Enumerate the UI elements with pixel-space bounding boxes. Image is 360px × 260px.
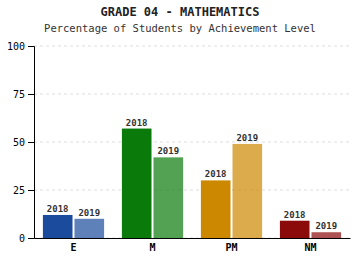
bar-label: 2018 (47, 204, 69, 214)
y-tick-mark (28, 94, 34, 95)
bar (280, 221, 310, 238)
x-tick-label: E (70, 242, 76, 253)
grid (34, 46, 350, 238)
x-tick: PM (225, 242, 237, 253)
bars (43, 129, 341, 238)
y-tick-label: 75 (13, 89, 25, 100)
bar (154, 157, 184, 238)
y-tick-label: 100 (7, 41, 25, 52)
x-tick-label: NM (304, 242, 316, 253)
subtitle: Percentage of Students by Achievement Le… (44, 22, 316, 34)
y-tick-mark (28, 238, 34, 239)
x-tick-label: M (149, 242, 155, 253)
y-tick: 0 (19, 233, 34, 244)
y-tick-label: 0 (19, 233, 25, 244)
plot: 2018 2018 2018 2018 2019 2019 2019 2019 0 25 50 75 1… (7, 41, 351, 253)
bar-label: 2019 (157, 146, 179, 156)
x-tick-label: PM (225, 242, 237, 253)
grid-line (34, 94, 350, 95)
bar (233, 144, 263, 238)
bar-label: 2019 (236, 133, 258, 143)
chart: GRADE 04 - MATHEMATICS Percentage of Stud… (0, 0, 360, 260)
bar-labels: 2018 2018 2018 2018 2019 2019 2019 2019 (47, 118, 337, 232)
bar-label: 2018 (126, 118, 148, 128)
bar-label: 2018 (284, 210, 306, 220)
x-tick: NM (304, 242, 316, 253)
bar (75, 219, 105, 238)
y-axis: 0 25 50 75 100 (7, 41, 35, 244)
title: GRADE 04 - MATHEMATICS (101, 5, 260, 19)
x-tick: E (70, 242, 76, 253)
y-tick: 50 (13, 137, 34, 148)
bar (201, 180, 231, 238)
y-tick: 25 (13, 185, 34, 196)
bar (312, 232, 342, 238)
y-tick-mark (28, 46, 34, 47)
bar (122, 129, 152, 238)
bar-label: 2018 (205, 169, 227, 179)
y-tick-label: 25 (13, 185, 25, 196)
grid-line (34, 46, 350, 47)
y-tick: 100 (7, 41, 34, 52)
y-tick-mark (28, 142, 34, 143)
bar (43, 215, 73, 238)
grid-line (34, 190, 350, 191)
bar-label: 2019 (315, 221, 337, 231)
y-tick-label: 50 (13, 137, 25, 148)
x-tick: M (149, 242, 155, 253)
x-axis-line (35, 238, 351, 239)
x-axis: E M PM NM (35, 239, 351, 254)
bar-label: 2019 (78, 208, 100, 218)
grid-line (34, 142, 350, 143)
y-tick-mark (28, 190, 34, 191)
y-tick: 75 (13, 89, 34, 100)
y-axis-line (28, 47, 35, 239)
